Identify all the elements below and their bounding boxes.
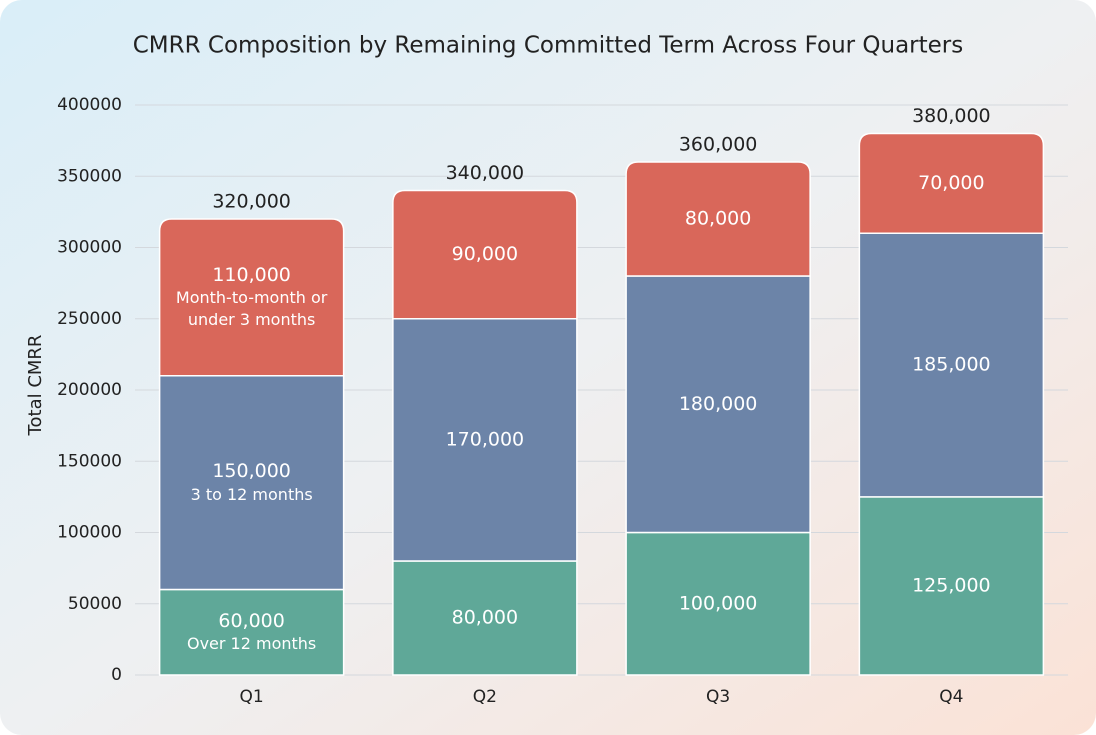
- value-label: 100,000: [679, 592, 758, 614]
- x-tick-label: Q1: [240, 687, 264, 707]
- value-label: 60,000: [218, 610, 284, 632]
- bar-segment: [858, 132, 1045, 234]
- chart-title: CMRR Composition by Remaining Committed …: [133, 33, 964, 59]
- bar-segment: [158, 218, 345, 377]
- y-tick-label: 400000: [57, 95, 122, 115]
- y-tick-label: 300000: [57, 238, 122, 258]
- y-axis-label: Total CMRR: [25, 335, 46, 437]
- series-name-text: 3 to 12 months: [190, 484, 313, 504]
- y-tick-label: 150000: [57, 451, 122, 471]
- series-name: Month-to-month or under 3 months: [175, 288, 328, 330]
- bar-segment: [158, 375, 345, 591]
- bar-segment: [158, 588, 345, 676]
- value-label: 110,000: [212, 264, 291, 286]
- series-name: Over 12 months: [186, 634, 317, 654]
- bar-segment: [392, 189, 578, 320]
- total-label: 360,000: [679, 134, 758, 156]
- value-label: 150,000: [212, 460, 291, 482]
- total-label: 340,000: [446, 162, 525, 184]
- y-tick-label: 200000: [57, 380, 122, 400]
- y-tick-label: 250000: [57, 309, 122, 329]
- y-tick-label: 50000: [68, 594, 122, 614]
- value-label: 90,000: [452, 243, 518, 265]
- value-label: 125,000: [912, 574, 991, 596]
- bar-segment: [625, 161, 811, 277]
- y-tick-label: 350000: [57, 166, 122, 186]
- series-name: 3 to 12 months: [190, 484, 313, 504]
- x-tick-label: Q2: [473, 687, 497, 707]
- value-label: 170,000: [446, 428, 525, 450]
- value-label: 80,000: [452, 607, 518, 629]
- value-label: 185,000: [912, 354, 991, 376]
- x-tick-label: Q4: [939, 687, 963, 707]
- x-tick-label: Q3: [706, 687, 730, 707]
- y-tick-label: 0: [111, 665, 122, 685]
- total-label: 320,000: [212, 191, 291, 213]
- total-label: 380,000: [912, 105, 991, 127]
- series-name-text: Over 12 months: [186, 634, 317, 654]
- series-name-text: Month-to-month or under 3 months: [175, 288, 328, 330]
- value-label: 70,000: [918, 172, 984, 194]
- value-label: 180,000: [679, 393, 758, 415]
- value-label: 80,000: [685, 208, 751, 230]
- y-tick-label: 100000: [57, 523, 122, 543]
